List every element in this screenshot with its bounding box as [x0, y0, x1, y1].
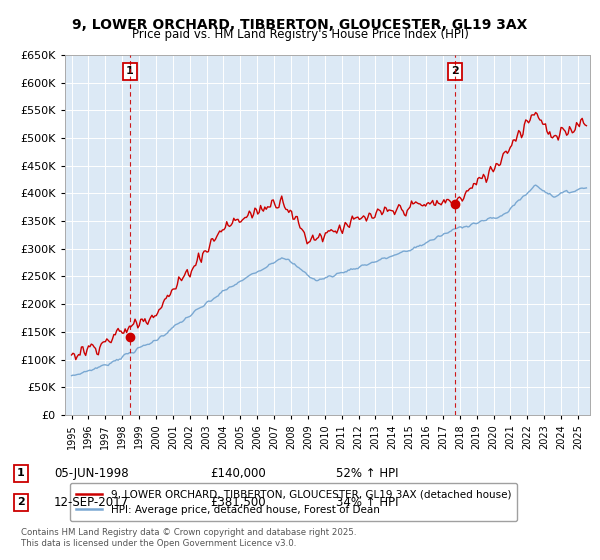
Text: £381,500: £381,500 [210, 496, 266, 509]
Text: Contains HM Land Registry data © Crown copyright and database right 2025.
This d: Contains HM Land Registry data © Crown c… [21, 528, 356, 548]
Text: 9, LOWER ORCHARD, TIBBERTON, GLOUCESTER, GL19 3AX: 9, LOWER ORCHARD, TIBBERTON, GLOUCESTER,… [73, 18, 527, 32]
Text: 1: 1 [17, 468, 25, 478]
Text: 05-JUN-1998: 05-JUN-1998 [54, 466, 128, 480]
Text: 34% ↑ HPI: 34% ↑ HPI [336, 496, 398, 509]
Legend: 9, LOWER ORCHARD, TIBBERTON, GLOUCESTER, GL19 3AX (detached house), HPI: Average: 9, LOWER ORCHARD, TIBBERTON, GLOUCESTER,… [70, 483, 517, 521]
Text: £140,000: £140,000 [210, 466, 266, 480]
Text: 2: 2 [17, 497, 25, 507]
Text: 52% ↑ HPI: 52% ↑ HPI [336, 466, 398, 480]
Text: 1: 1 [126, 67, 133, 77]
Text: 2: 2 [451, 67, 459, 77]
Text: 12-SEP-2017: 12-SEP-2017 [54, 496, 129, 509]
Text: Price paid vs. HM Land Registry's House Price Index (HPI): Price paid vs. HM Land Registry's House … [131, 28, 469, 41]
